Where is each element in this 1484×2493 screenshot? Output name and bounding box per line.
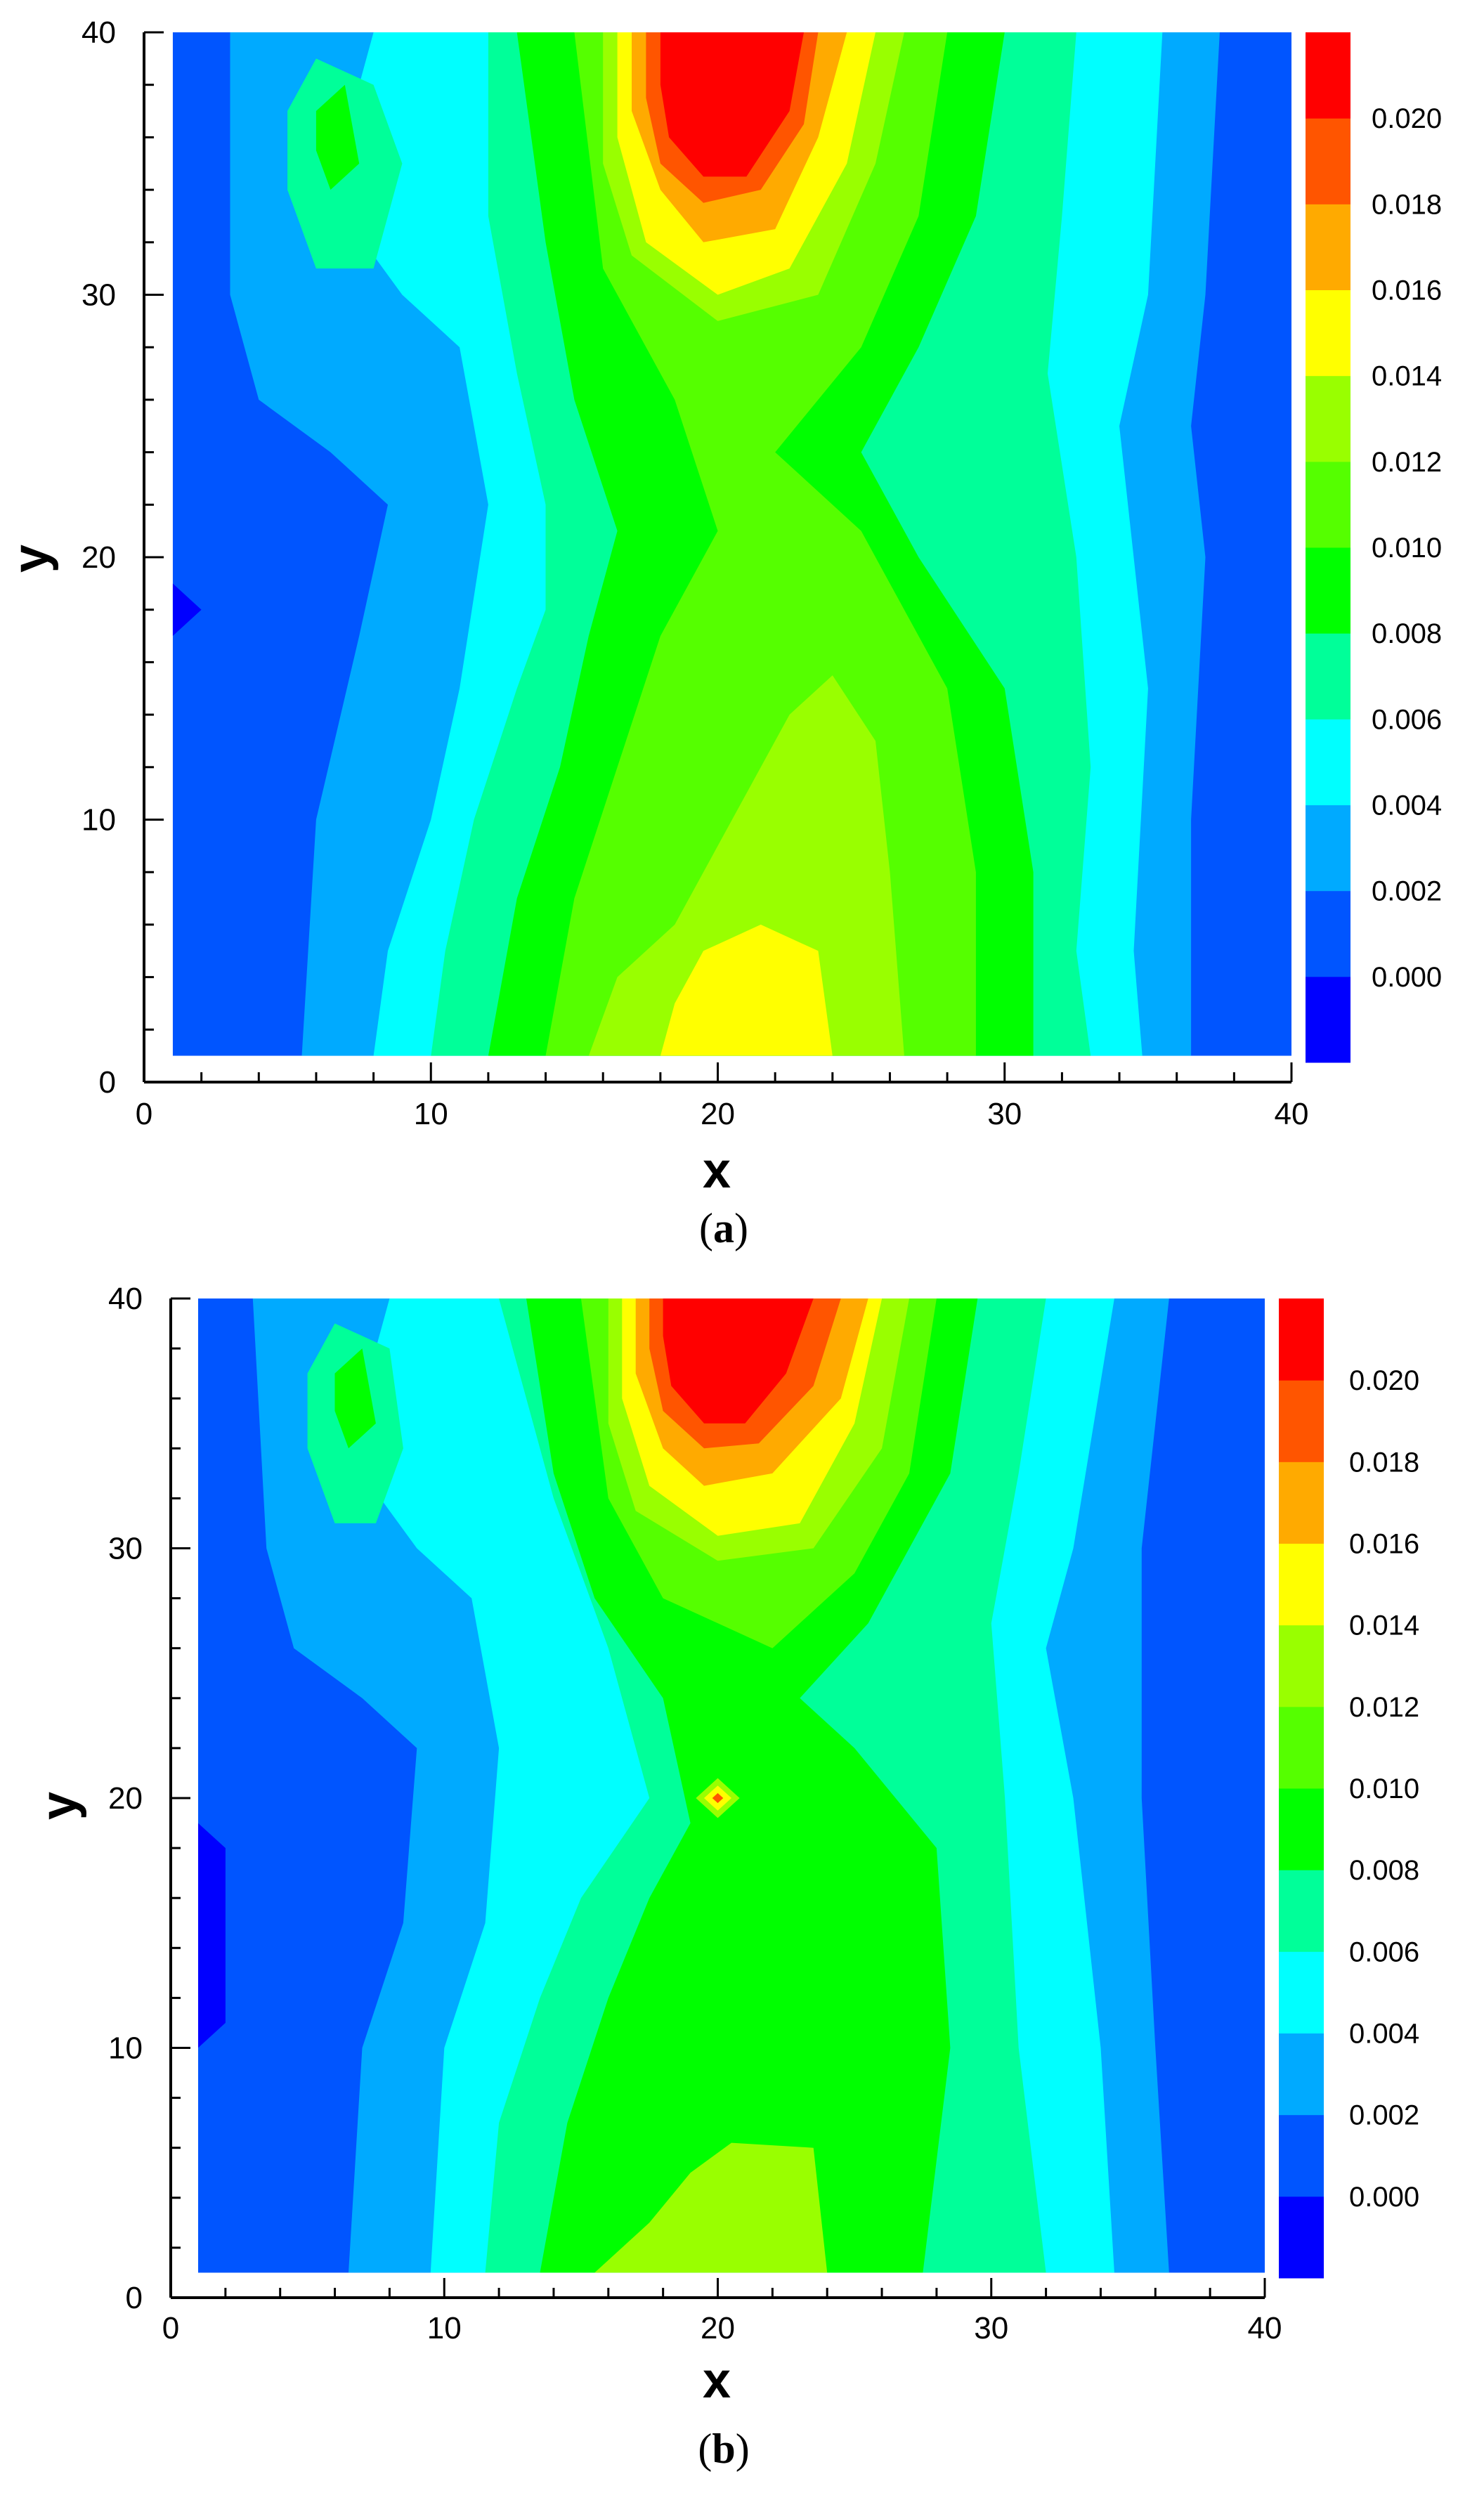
colorbar-label: 0.006 — [1372, 704, 1442, 735]
colorbar-label: 0.014 — [1372, 361, 1442, 392]
x-tick-label: 20 — [701, 2311, 735, 2345]
contour-region-11 — [660, 924, 833, 1056]
colorbar-label: 0.020 — [1372, 103, 1442, 134]
colorbar-label: 0.004 — [1372, 790, 1442, 821]
y-tick-label: 40 — [82, 15, 116, 50]
colorbar-swatch-9 — [1279, 1462, 1324, 1544]
colorbar-label: 0.012 — [1372, 447, 1442, 478]
colorbar-label: 0.016 — [1372, 275, 1442, 306]
colorbar-swatch-7 — [1279, 1625, 1324, 1707]
x-tick-label: 10 — [414, 1097, 448, 1131]
colorbar-legend: 0.000 0.002 0.004 0.006 0.008 0.010 0.012 0.014… — [1306, 32, 1442, 1063]
x-axis-title: x — [703, 1143, 731, 1199]
caption-letter: a — [713, 1205, 734, 1251]
colorbar-swatch-7 — [1306, 375, 1350, 462]
contour-region-9 — [594, 2142, 828, 2273]
contour-field — [197, 1298, 1265, 2273]
contour-region-0 — [197, 1823, 226, 2048]
colorbar-swatch-8 — [1279, 1543, 1324, 1626]
x-tick-label: 40 — [1248, 2311, 1282, 2345]
caption-close: ) — [734, 1205, 748, 1251]
x-tick-label: 10 — [427, 2311, 462, 2345]
caption-open: ( — [698, 2426, 712, 2472]
contour-region-9 — [588, 675, 904, 1056]
x-tick-label: 30 — [987, 1097, 1022, 1131]
colorbar-label: 0.018 — [1349, 1447, 1419, 1478]
colorbar-swatch-0 — [1306, 976, 1350, 1063]
colorbar-legend: 0.000 0.002 0.004 0.006 0.008 0.010 0.012 0.014… — [1279, 1298, 1419, 2279]
colorbar-swatch-9 — [1306, 204, 1350, 290]
colorbar-swatch-5 — [1279, 1788, 1324, 1870]
caption-close: ) — [736, 2426, 750, 2472]
y-tick-label: 20 — [108, 1781, 143, 1816]
colorbar-swatch-3 — [1279, 1951, 1324, 2033]
colorbar-label: 0.008 — [1372, 618, 1442, 649]
y-tick-label: 20 — [82, 540, 116, 575]
colorbar-swatch-4 — [1279, 1870, 1324, 1952]
colorbar-label: 0.012 — [1349, 1692, 1419, 1723]
colorbar-label: 0.010 — [1349, 1773, 1419, 1804]
caption-open: ( — [699, 1205, 713, 1251]
contour-region-16 — [663, 1298, 814, 1424]
colorbar-label: 0.020 — [1349, 1365, 1419, 1396]
contour-region-6 — [334, 1348, 376, 1449]
x-tick-label: 30 — [974, 2311, 1008, 2345]
colorbar-swatch-4 — [1306, 633, 1350, 720]
y-tick-label: 40 — [108, 1282, 143, 1316]
contour-region-0 — [172, 583, 202, 637]
colorbar-label: 0.008 — [1349, 1855, 1419, 1886]
colorbar-label: 0.014 — [1349, 1610, 1419, 1641]
y-tick-label: 30 — [82, 278, 116, 313]
colorbar-label: 0.016 — [1349, 1529, 1419, 1560]
colorbar-swatch-0 — [1279, 2196, 1324, 2279]
x-tick-label: 40 — [1275, 1097, 1309, 1131]
colorbar-swatch-6 — [1306, 461, 1350, 548]
colorbar-swatch-6 — [1279, 1706, 1324, 1789]
colorbar-swatch-2 — [1279, 2033, 1324, 2116]
colorbar-swatch-8 — [1306, 289, 1350, 377]
y-axis-title: y — [31, 1792, 87, 1820]
colorbar-swatch-5 — [1306, 547, 1350, 634]
colorbar-label: 0.000 — [1372, 962, 1442, 993]
colorbar-label: 0.006 — [1349, 1937, 1419, 1967]
panel-caption: (b) — [698, 2426, 749, 2472]
x-tick-label: 20 — [701, 1097, 735, 1131]
x-axis-title: x — [703, 2352, 731, 2409]
colorbar-swatch-1 — [1279, 2114, 1324, 2197]
y-tick-label: 0 — [126, 2281, 143, 2315]
y-tick-label: 10 — [108, 2031, 143, 2066]
colorbar-label: 0.000 — [1349, 2182, 1419, 2213]
colorbar-label: 0.002 — [1349, 2100, 1419, 2131]
caption-letter: b — [712, 2426, 735, 2472]
panel-a: 0 10 20 30 40 0 10 20 30 40 x y 0.000 0.002 0.004 0.006… — [3, 15, 1442, 1251]
panel-caption: (a) — [699, 1205, 748, 1251]
colorbar-swatch-11 — [1279, 1298, 1324, 1381]
colorbar-swatch-10 — [1306, 118, 1350, 204]
y-tick-label: 0 — [99, 1065, 116, 1100]
panel-b: 0 10 20 30 40 0 10 20 30 40 x y 0.000 0.002 0.004 0.006… — [31, 1282, 1419, 2472]
colorbar-label: 0.002 — [1372, 876, 1442, 907]
contour-region-6 — [315, 84, 360, 190]
x-tick-label: 0 — [162, 2311, 179, 2345]
y-tick-label: 30 — [108, 1532, 143, 1566]
colorbar-label: 0.010 — [1372, 533, 1442, 564]
y-tick-label: 10 — [82, 803, 116, 838]
colorbar-label: 0.018 — [1372, 189, 1442, 220]
colorbar-swatch-10 — [1279, 1380, 1324, 1462]
colorbar-swatch-1 — [1306, 890, 1350, 977]
contour-field — [172, 32, 1292, 1056]
colorbar-swatch-11 — [1306, 32, 1350, 119]
colorbar-swatch-3 — [1306, 719, 1350, 805]
colorbar-label: 0.004 — [1349, 2019, 1419, 2050]
contour-region-14 — [660, 32, 804, 177]
contour-region-15 — [712, 1792, 724, 1804]
colorbar-swatch-2 — [1306, 805, 1350, 892]
x-tick-label: 0 — [136, 1097, 152, 1131]
y-axis-title: y — [3, 545, 59, 573]
